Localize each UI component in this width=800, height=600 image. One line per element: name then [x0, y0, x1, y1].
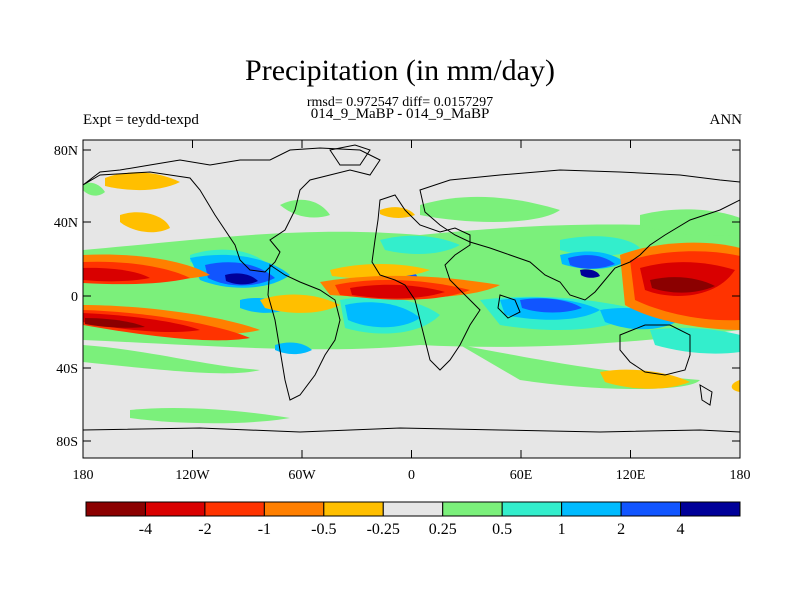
colorbar-label: -2 [198, 521, 211, 538]
lat-tick-label: 80S [56, 435, 78, 450]
colorbar-label: 0.25 [429, 521, 457, 538]
colorbar-box [501, 501, 563, 517]
colorbar-label: 1 [558, 521, 566, 538]
colorbar-box [204, 501, 265, 517]
chart-title: Precipitation (in mm/day) [245, 54, 555, 87]
lon-tick-label: 180 [73, 468, 94, 483]
colorbar-box [561, 501, 622, 517]
colorbar-label: 4 [677, 521, 685, 538]
colorbar-box [620, 501, 682, 517]
latitude-axis: 80N 40N 0 40S 80S [54, 144, 740, 450]
colorbar-box [263, 501, 325, 517]
case-line: 014_9_MaBP - 014_9_MaBP [310, 106, 490, 122]
colorbar-label: -0.5 [311, 521, 336, 538]
lat-tick-label: 40N [54, 216, 78, 231]
colorbar-box [323, 501, 384, 517]
lat-tick-label: 0 [71, 290, 78, 305]
longitude-axis: 180 120W 60W 0 60E 120E 180 [73, 140, 751, 483]
colorbar-label: -4 [139, 521, 152, 538]
precip-difference-field [83, 172, 740, 424]
stats-line: rmsd= 0.972547 diff= 0.0157297 [306, 95, 494, 110]
coastlines [83, 144, 740, 433]
colorbar-label: 0.5 [492, 521, 512, 538]
colorbar-box [85, 501, 146, 517]
lon-tick-label: 120E [616, 468, 646, 483]
lat-tick-label: 80N [54, 144, 78, 159]
colorbar-box [442, 501, 503, 517]
colorbar-box [144, 501, 206, 517]
season-label: ANN [709, 112, 743, 128]
colorbar: -4 -2 -1 -0.5 -0.25 0.25 0.5 1 2 4 [85, 501, 741, 538]
colorbar-label: -1 [258, 521, 271, 538]
lon-tick-label: 180 [730, 468, 751, 483]
lat-tick-label: 40S [56, 362, 78, 377]
colorbar-box [680, 501, 741, 517]
lon-tick-label: 60W [288, 468, 316, 483]
colorbar-label: 2 [617, 521, 625, 538]
lon-tick-label: 0 [408, 468, 415, 483]
experiment-label: Expt = teydd-texpd [83, 112, 199, 128]
colorbar-box [382, 501, 444, 517]
lon-tick-label: 60E [510, 468, 533, 483]
colorbar-label: -0.25 [367, 521, 400, 538]
lon-tick-label: 120W [175, 468, 210, 483]
